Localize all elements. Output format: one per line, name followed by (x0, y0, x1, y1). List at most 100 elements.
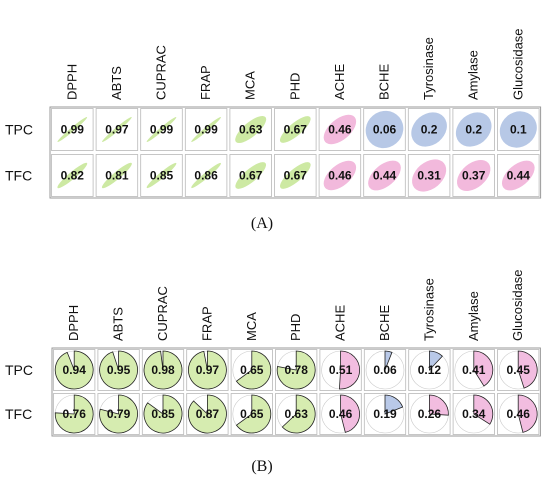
panel-b: DPPH ABTS CUPRAC FRAP MCA PHD ACHE BCHE Tyrosina… (5, 269, 541, 475)
column-label: MCA (244, 312, 259, 341)
value-label: 0.37 (462, 169, 486, 183)
value-label: 0.46 (329, 407, 353, 421)
correlation-pie (517, 394, 538, 433)
correlation-ellipse (411, 112, 447, 147)
grid-frame (49, 106, 542, 199)
correlation-ellipse (501, 160, 535, 191)
value-label: 0.63 (239, 123, 263, 137)
value-label: 0.81 (105, 169, 129, 183)
value-label: 0.99 (61, 123, 85, 137)
correlation-ellipse (102, 116, 132, 143)
value-label: 0.78 (285, 363, 309, 377)
correlation-pie (338, 350, 360, 390)
correlation-ellipse (499, 111, 537, 148)
value-label: 0.67 (239, 169, 263, 183)
correlation-pie (99, 350, 138, 390)
correlation-ellipse (191, 162, 221, 189)
column-label: PHD (288, 314, 303, 341)
correlation-ellipse (279, 162, 311, 189)
value-label: 0.51 (329, 363, 353, 377)
value-label: 0.85 (151, 407, 175, 421)
value-label: 0.97 (196, 363, 220, 377)
value-label: 0.67 (284, 169, 308, 183)
correlation-pie (143, 350, 183, 390)
correlation-ellipse (146, 162, 177, 189)
value-label: 0.67 (284, 123, 308, 137)
correlation-pie (188, 350, 227, 390)
correlation-ellipse (235, 115, 267, 144)
correlation-ellipse (191, 116, 221, 143)
column-label: Glucosidase (510, 269, 525, 341)
value-label: 0.63 (285, 407, 309, 421)
value-label: 0.98 (151, 363, 175, 377)
value-label: 0.2 (421, 123, 438, 137)
correlation-pie (54, 350, 94, 390)
value-label: 0.86 (194, 169, 218, 183)
correlation-pie (473, 394, 494, 425)
correlation-pie (384, 394, 404, 415)
row-label: TFC (5, 406, 32, 422)
correlation-ellipse (456, 159, 491, 192)
value-label: 0.79 (107, 407, 131, 421)
correlation-pie (99, 394, 138, 434)
correlation-pie (429, 350, 443, 372)
column-label: MCA (243, 71, 258, 100)
value-label: 0.46 (328, 169, 352, 183)
value-label: 0.06 (373, 123, 397, 137)
value-label: 0.87 (196, 407, 220, 421)
column-label: Tyrosinase (421, 278, 436, 341)
row-label: TPC (5, 362, 33, 378)
correlation-ellipse (57, 116, 88, 143)
value-label: 0.97 (105, 123, 129, 137)
correlation-pie (143, 394, 183, 434)
column-label: Tyrosinase (421, 37, 436, 100)
row-label: TFC (5, 168, 32, 184)
column-label: ABTS (109, 66, 124, 100)
correlation-ellipse (323, 160, 357, 191)
value-label: 0.46 (328, 123, 352, 137)
column-label: FRAP (198, 65, 213, 100)
correlation-ellipse (146, 116, 177, 143)
row-label: TPC (5, 122, 33, 138)
value-label: 0.12 (418, 363, 442, 377)
correlation-ellipse (412, 159, 447, 192)
correlation-pie (235, 350, 272, 390)
correlation-ellipse (365, 110, 404, 149)
panel-a: DPPH ABTS CUPRAC FRAP MCA PHD ACHE BCHE Tyrosina… (5, 28, 542, 232)
correlation-pie (473, 350, 494, 387)
value-label: 0.1 (510, 123, 527, 137)
value-label: 0.45 (507, 363, 531, 377)
heatmap-cell (51, 108, 94, 151)
value-label: 0.99 (194, 123, 218, 137)
value-label: 0.31 (417, 169, 441, 183)
value-label: 0.76 (63, 407, 87, 421)
value-label: 0.85 (150, 169, 174, 183)
value-label: 0.19 (373, 407, 397, 421)
value-label: 0.94 (63, 363, 87, 377)
correlation-ellipse (455, 112, 492, 147)
correlation-ellipse (235, 162, 267, 189)
value-label: 0.44 (373, 169, 397, 183)
value-label: 0.99 (150, 123, 174, 137)
correlation-pie (517, 350, 538, 389)
correlation-ellipse (279, 116, 311, 143)
correlation-pie (276, 350, 316, 390)
value-label: 0.41 (462, 363, 486, 377)
correlation-pie (384, 350, 393, 371)
column-label: PHD (287, 73, 302, 100)
column-label: ACHE (333, 305, 348, 341)
panel-label: (B) (251, 458, 272, 475)
grid-frame (51, 347, 541, 437)
value-label: 0.65 (240, 363, 264, 377)
column-label: CUPRAC (155, 286, 170, 341)
value-label: 0.34 (462, 407, 486, 421)
column-label: ABTS (111, 307, 126, 341)
correlation-pie (281, 394, 316, 434)
correlation-ellipse (323, 114, 357, 145)
column-label: Glucosidase (510, 28, 525, 100)
column-label: CUPRAC (154, 45, 169, 100)
column-label: FRAP (199, 306, 214, 341)
value-label: 0.26 (418, 407, 442, 421)
correlation-ellipse (57, 162, 88, 189)
